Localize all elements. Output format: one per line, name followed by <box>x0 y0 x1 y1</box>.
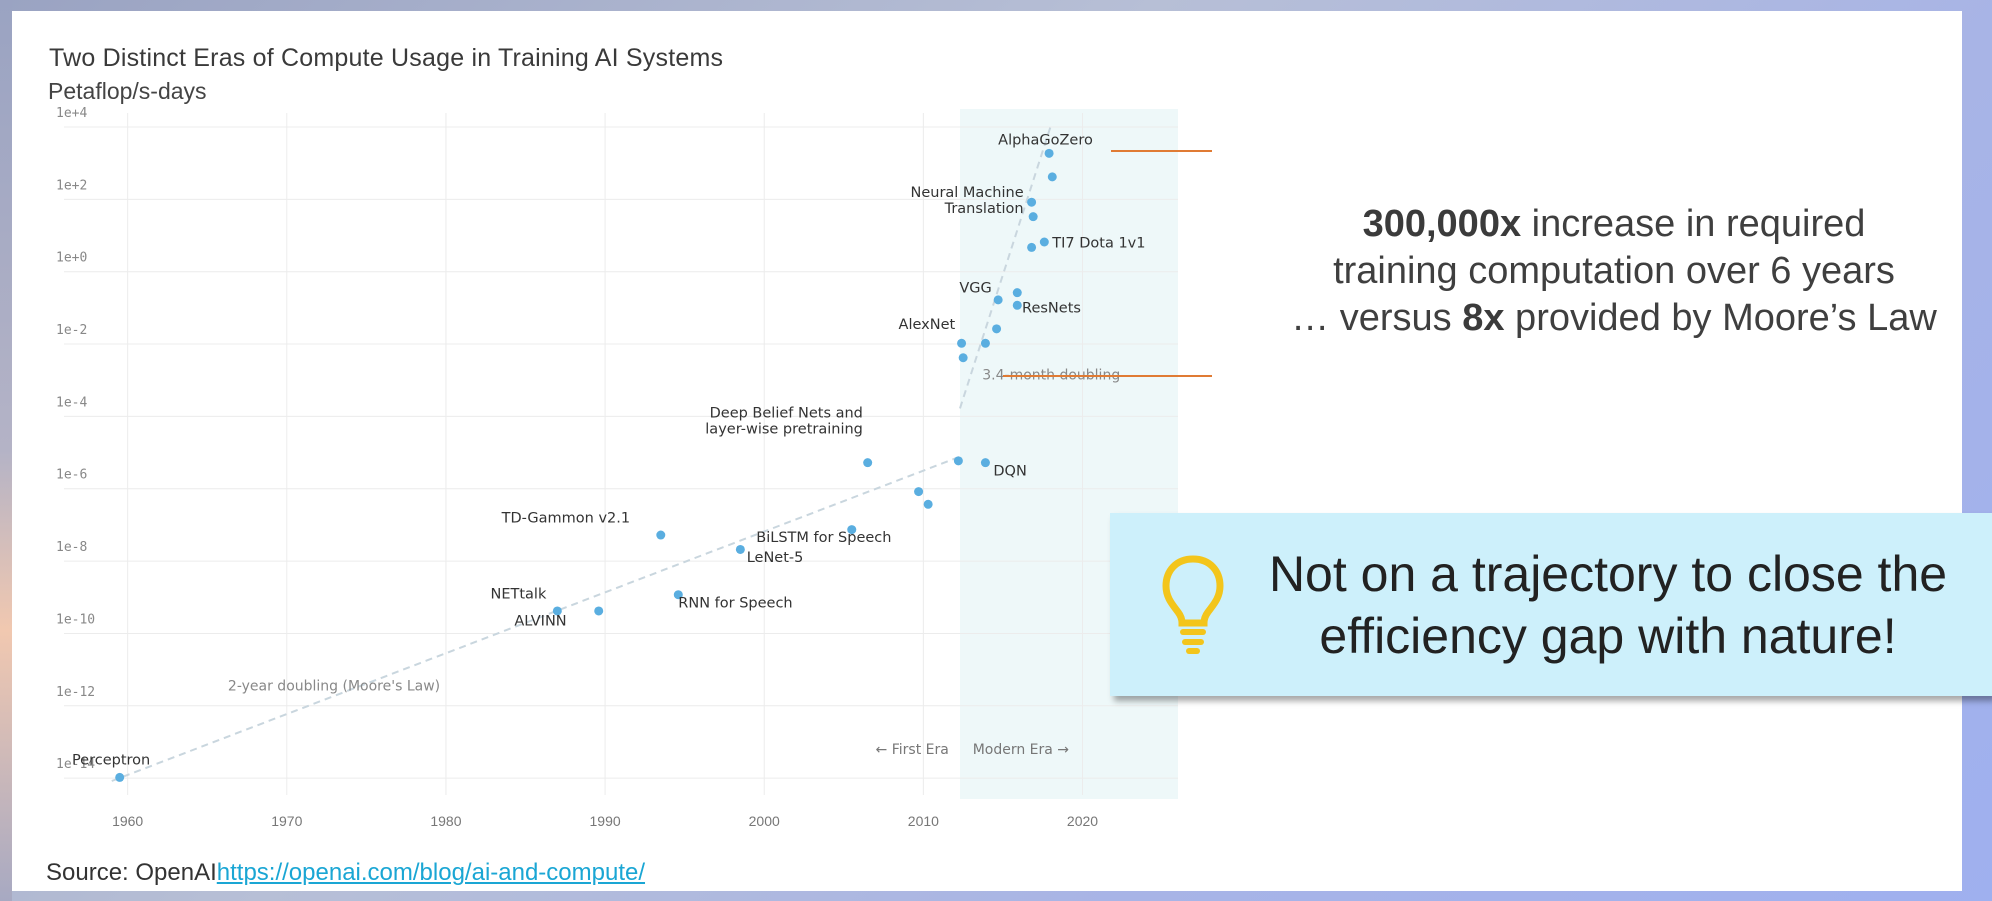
y-tick-label: 1e+2 <box>56 178 87 193</box>
point-label: RNN for Speech <box>678 595 792 611</box>
data-point <box>594 606 604 616</box>
callout-line-3: … versus 8x provided by Moore’s Law <box>1274 295 1954 342</box>
chart-ylabel: Petaflop/s-days <box>48 78 207 104</box>
slide: Two Distinct Eras of Compute Usage in Tr… <box>12 11 1992 891</box>
x-tick-label: 2000 <box>749 813 780 829</box>
data-point <box>735 544 745 554</box>
efficiency-note-text: Not on a trajectory to close the efficie… <box>1268 546 1948 664</box>
x-tick-label: 2010 <box>908 813 939 829</box>
data-point <box>1027 242 1037 252</box>
data-point <box>992 324 1002 334</box>
x-tick-label: 1960 <box>112 813 143 829</box>
y-tick-label: 1e+4 <box>56 106 87 121</box>
compute-callout: 300,000x increase in required training c… <box>1274 201 1954 342</box>
callout-value-300000x: 300,000x <box>1362 203 1522 245</box>
point-label: AlphaGoZero <box>998 132 1093 148</box>
point-label: layer-wise pretraining <box>705 422 863 438</box>
x-tick-label: 1980 <box>430 813 461 829</box>
source-label: Source: OpenAI <box>46 859 217 886</box>
callout-line-1: 300,000x increase in required <box>1274 201 1954 248</box>
y-tick-label: 1e-2 <box>56 323 87 338</box>
point-label: VGG <box>959 281 991 297</box>
point-label: LeNet-5 <box>747 550 804 566</box>
trend-line <box>959 125 1052 409</box>
data-point <box>957 338 967 348</box>
data-point <box>673 590 683 600</box>
background-frame <box>0 0 12 901</box>
point-label: TI7 Dota 1v1 <box>1051 235 1145 251</box>
x-tick-label: 2020 <box>1067 813 1098 829</box>
point-label: Perceptron <box>72 753 150 769</box>
callout-line-1-text: increase in required <box>1521 203 1866 245</box>
data-point <box>656 530 666 540</box>
lightbulb-icon <box>1162 555 1224 654</box>
data-point <box>115 772 125 782</box>
point-label: Translation <box>944 201 1024 217</box>
y-tick-label: 1e-10 <box>56 612 95 627</box>
point-label: Deep Belief Nets and <box>710 405 863 421</box>
data-point <box>1047 172 1057 182</box>
data-point <box>914 487 924 497</box>
x-tick-label: 1990 <box>590 813 621 829</box>
point-label: NETtalk <box>491 586 547 602</box>
point-label: ALVINN <box>514 613 566 629</box>
point-label: BiLSTM for Speech <box>756 530 891 546</box>
data-point <box>980 338 990 348</box>
data-point <box>1039 237 1049 247</box>
source-line: Source: OpenAIhttps://openai.com/blog/ai… <box>46 859 645 887</box>
point-label: ResNets <box>1022 301 1081 317</box>
point-label: AlexNet <box>899 317 956 333</box>
data-point <box>958 353 968 363</box>
callout-value-8x: 8x <box>1462 297 1505 339</box>
efficiency-note-box: Not on a trajectory to close the efficie… <box>1110 513 1992 696</box>
data-point <box>1027 197 1037 207</box>
data-point <box>993 295 1003 305</box>
data-point <box>863 458 873 468</box>
era-label-modern: Modern Era → <box>973 742 1070 758</box>
point-label: DQN <box>993 463 1026 479</box>
data-point <box>847 525 857 535</box>
data-point <box>1012 288 1022 298</box>
callout-line-2: training computation over 6 years <box>1333 250 1895 292</box>
data-point <box>1012 300 1022 310</box>
y-tick-label: 1e-4 <box>56 395 87 410</box>
source-link[interactable]: https://openai.com/blog/ai-and-compute/ <box>216 859 646 886</box>
era-label-first: ← First Era <box>876 742 949 758</box>
data-point <box>980 458 990 468</box>
point-label: Neural Machine <box>910 185 1023 201</box>
x-tick-label: 1970 <box>271 813 302 829</box>
y-tick-label: 1e-8 <box>56 540 87 555</box>
chart-title: Two Distinct Eras of Compute Usage in Tr… <box>49 44 724 72</box>
data-point <box>1044 148 1054 158</box>
point-label: TD-Gammon v2.1 <box>501 510 630 526</box>
callout-line-3-pre: … versus <box>1291 297 1463 339</box>
trend-label-moores-law: 2-year doubling (Moore's Law) <box>228 679 440 695</box>
data-point <box>953 456 963 466</box>
y-tick-label: 1e-12 <box>56 685 95 700</box>
compute-chart: 1960 1970 1980 1990 2000 2010 2020 1e+4 1e+2 1e+0… <box>56 106 1212 829</box>
data-point <box>552 606 562 616</box>
trend-line <box>111 454 964 782</box>
callout-line-3-text: provided by Moore’s Law <box>1504 297 1937 339</box>
data-point <box>923 499 933 509</box>
data-point <box>1028 212 1038 222</box>
y-tick-label: 1e-14 <box>56 757 95 772</box>
y-tick-label: 1e-6 <box>56 468 87 483</box>
y-tick-label: 1e+0 <box>56 251 87 266</box>
